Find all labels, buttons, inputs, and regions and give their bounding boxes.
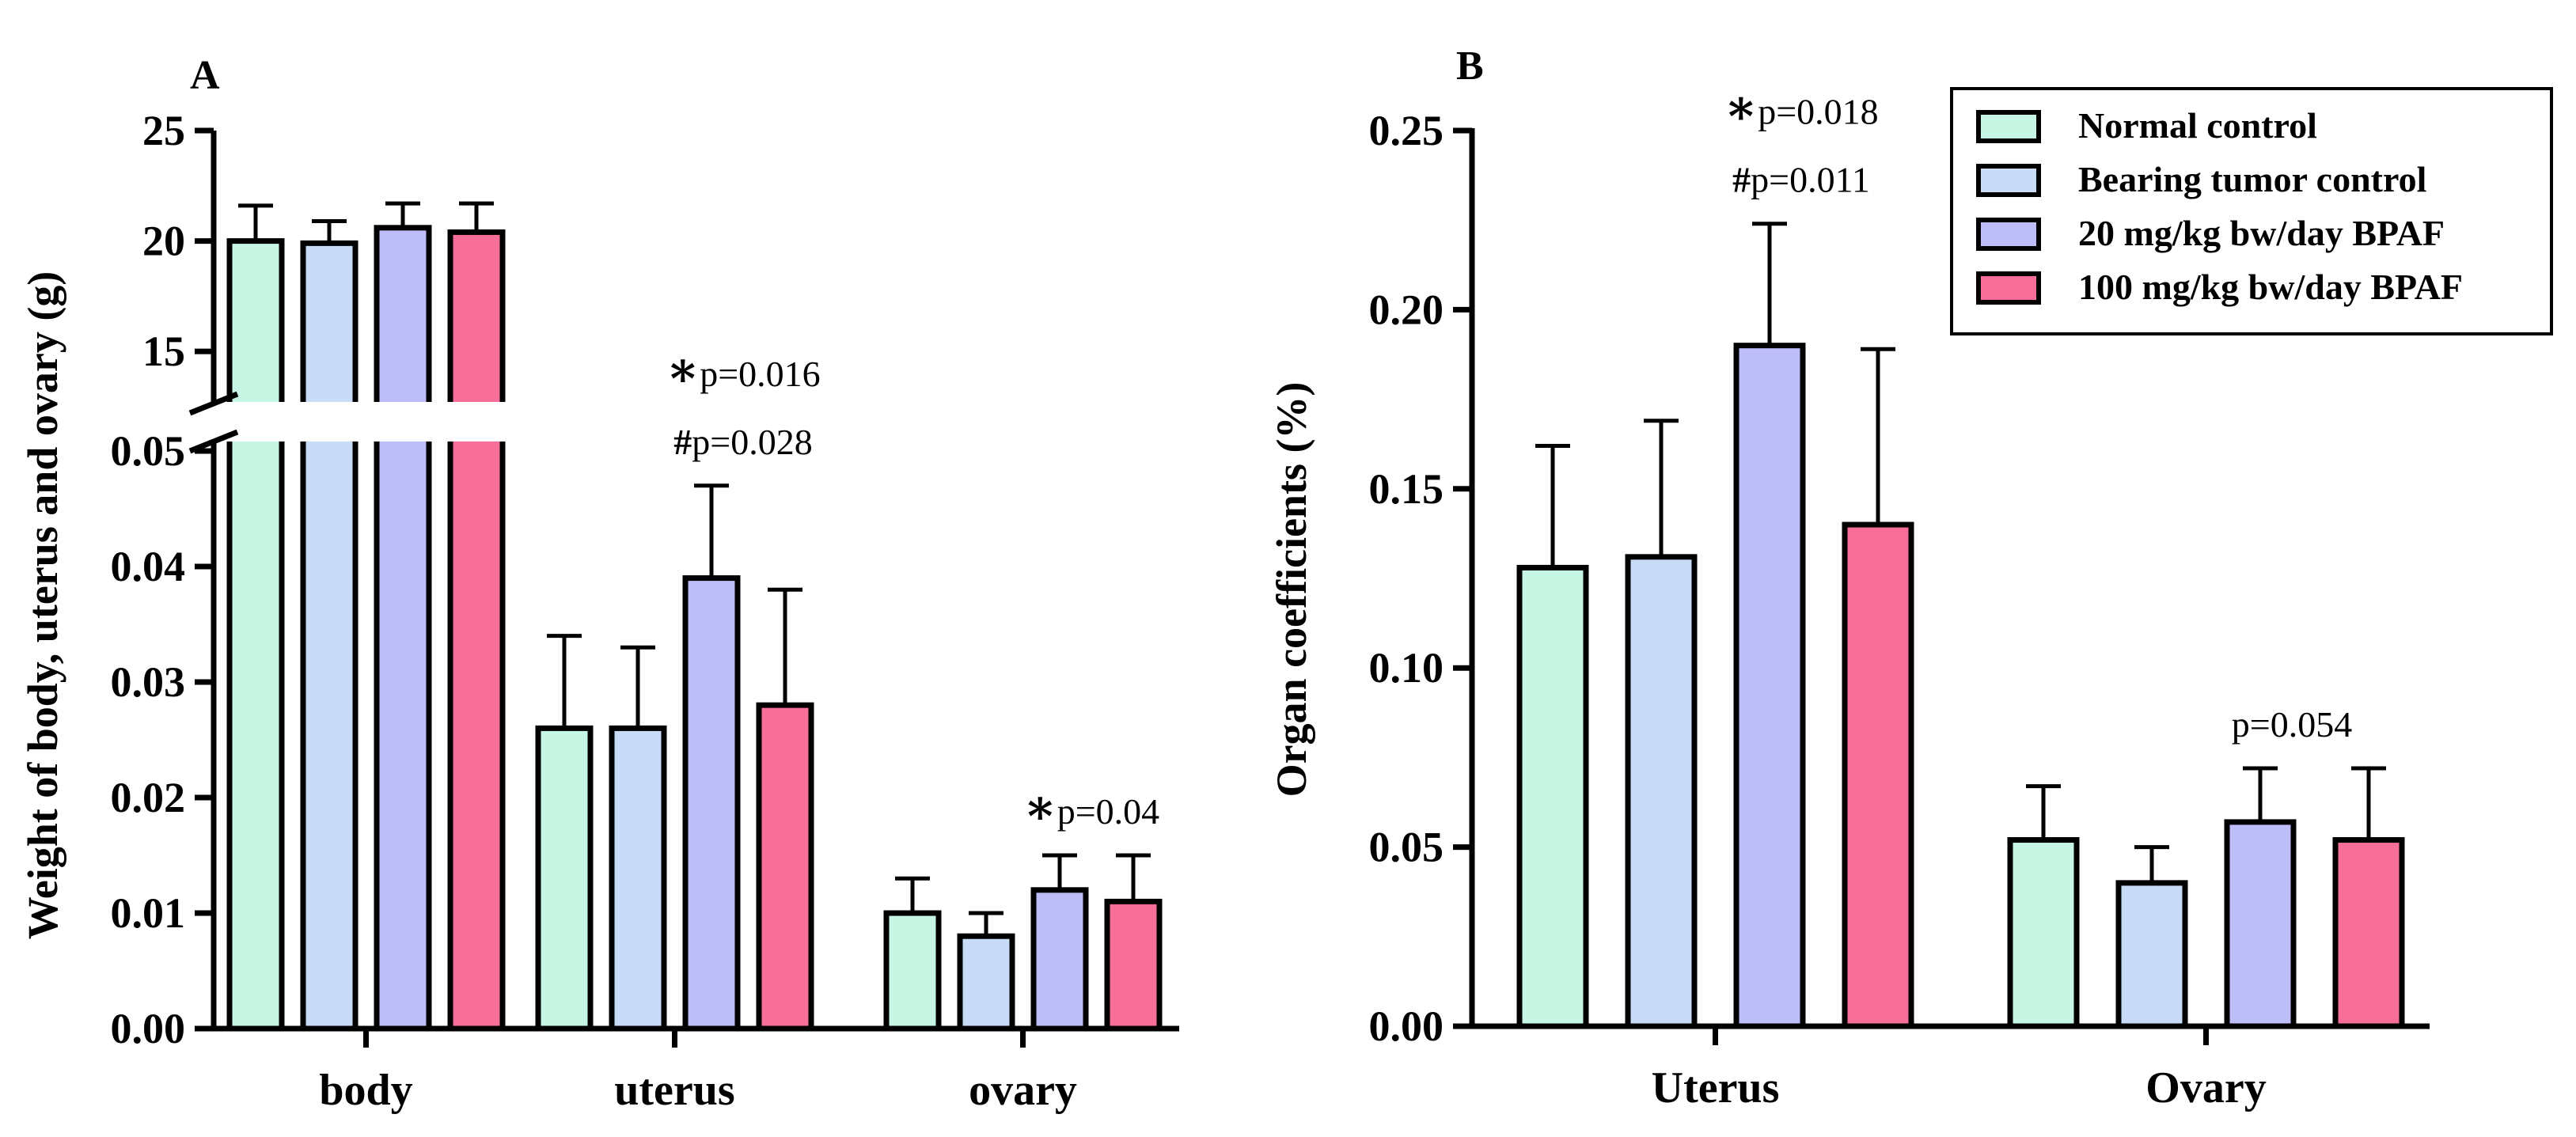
panel-b-ytick-label: 0.15 — [1369, 465, 1444, 513]
panel-a-uterus-annotation-mark: # — [673, 422, 692, 462]
panel-a-bar-body-20-mg-kg-bw-day-bpaf — [374, 225, 432, 1032]
panel-a-uterus-annotation-0: ∗p=0.016 — [666, 343, 820, 397]
panel-b-ovary-annotation-text: p=0.054 — [2232, 704, 2352, 745]
panel-b-bar-ovary-bearing-tumor-control — [2115, 880, 2188, 1029]
panel-b-ytick-label: 0.10 — [1369, 644, 1444, 692]
panel-b-uterus-annotation-1: #p=0.011 — [1732, 160, 1870, 200]
panel-a-uterus-annotation-1: #p=0.028 — [673, 422, 812, 462]
panel-a-ylabel: Weight of body, uterus and ovary (g) — [19, 271, 66, 940]
panel-a-bar-ovary-100-mg-kg-bw-day-bpaf — [1104, 898, 1163, 1032]
panel-b-bar-ovary-100-mg-kg-bw-day-bpaf — [2332, 837, 2405, 1029]
panel-b-ytick-label: 0.00 — [1369, 1002, 1444, 1050]
panel-a-ytick-label: 0.00 — [111, 1005, 186, 1052]
panel-b-uterus-annotation-text: p=0.011 — [1751, 160, 1870, 200]
panel-b-ylabel: Organ coefficients (%) — [1268, 382, 1315, 798]
panel-a-ytick-label: 0.05 — [111, 427, 186, 475]
panel-b-ytick-label: 0.20 — [1369, 286, 1444, 333]
panel-a-ytick-label: 20 — [142, 218, 185, 265]
panel-a-bar-uterus-20-mg-kg-bw-day-bpaf — [682, 575, 741, 1032]
panel-a-xtick-label-body: body — [319, 1066, 412, 1115]
panel-a-ovary-annotation-mark: ∗ — [1023, 781, 1057, 835]
panel-a-bar-body-100-mg-kg-bw-day-bpaf — [447, 229, 506, 1032]
panel-b-label: B — [1456, 44, 1484, 89]
panel-a-ytick-label: 0.01 — [111, 889, 186, 937]
panel-b-bar-ovary-normal-control — [2007, 837, 2080, 1029]
panel-a-axis-break-mark-upper — [188, 391, 239, 416]
legend-label-normal-control: Normal control — [2078, 105, 2317, 146]
panel-a-ytick-label: 0.03 — [111, 658, 186, 706]
panel-b-ytick-label: 0.25 — [1369, 107, 1444, 154]
legend-swatch-bearing-tumor-control — [1976, 164, 2041, 197]
panel-b-bar-ovary-20-mg-kg-bw-day-bpaf — [2224, 819, 2297, 1029]
panel-a: A Weight of body, uterus and ovary (g) 1… — [19, 53, 1179, 1115]
panel-b: B Organ coefficients (%) 0.00 0.05 0.10 0.1… — [1268, 44, 2430, 1112]
panel-a-uterus-annotation-mark: ∗ — [666, 343, 700, 397]
panel-b-bar-uterus-normal-control — [1516, 564, 1589, 1029]
panel-b-bar-uterus-20-mg-kg-bw-day-bpaf — [1733, 343, 1806, 1029]
panel-b-uterus-annotation-mark: # — [1732, 160, 1751, 200]
legend: Normal control Bearing tumor control 20 mg… — [1950, 87, 2553, 335]
panel-a-xtick-label-uterus: uterus — [614, 1066, 734, 1115]
panel-a-annotations: ∗p=0.016#p=0.028∗p=0.04 — [666, 343, 1159, 835]
panel-b-axes: 0.00 0.05 0.10 0.15 0.20 0.25 Uterus Ovary — [1369, 107, 2430, 1112]
panel-b-uterus-annotation-0: ∗p=0.018 — [1724, 81, 1878, 135]
panel-b-uterus-annotation-mark: ∗ — [1724, 81, 1758, 135]
panel-a-axes: 15 20 25 0.00 0.01 0.02 0.03 0.04 0.05 body uterus… — [111, 107, 1179, 1115]
panel-a-axis-break-gap — [186, 402, 518, 442]
legend-swatch-normal-control — [1976, 110, 2041, 143]
legend-label-20-mg-kg-bw-day-bpaf: 20 mg/kg bw/day BPAF — [2078, 213, 2445, 253]
panel-b-bars — [1516, 222, 2405, 1029]
panel-b-xtick-label-ovary: Ovary — [2145, 1063, 2266, 1112]
panel-b-bar-uterus-bearing-tumor-control — [1625, 554, 1698, 1029]
panel-a-bar-uterus-normal-control — [535, 725, 594, 1032]
panel-a-bar-ovary-20-mg-kg-bw-day-bpaf — [1030, 887, 1089, 1032]
panel-a-bars — [226, 201, 1163, 1032]
panel-a-bar-uterus-100-mg-kg-bw-day-bpaf — [756, 702, 814, 1032]
legend-label-bearing-tumor-control: Bearing tumor control — [2078, 159, 2426, 199]
panel-a-bar-body-normal-control — [226, 238, 285, 1032]
panel-b-xtick-label-uterus: Uterus — [1652, 1063, 1780, 1112]
panel-a-bar-ovary-bearing-tumor-control — [957, 933, 1015, 1032]
panel-a-xtick-label-ovary: ovary — [969, 1066, 1077, 1115]
panel-a-ytick-label: 0.02 — [111, 774, 186, 821]
panel-a-ytick-label: 25 — [142, 107, 185, 154]
panel-a-bar-body-bearing-tumor-control — [300, 240, 359, 1032]
panel-a-axis-break-mark-lower — [188, 429, 239, 454]
legend-frame — [1950, 87, 2553, 335]
legend-swatch-20-mg-kg-bw-day-bpaf — [1976, 218, 2041, 251]
panel-a-bar-uterus-bearing-tumor-control — [609, 725, 667, 1032]
panel-a-ytick-label: 15 — [142, 328, 185, 375]
panel-a-uterus-annotation-text: p=0.028 — [692, 422, 812, 462]
panel-a-ovary-annotation-0: ∗p=0.04 — [1023, 781, 1159, 835]
panel-b-uterus-annotation-text: p=0.018 — [1758, 92, 1878, 132]
panel-b-bar-uterus-100-mg-kg-bw-day-bpaf — [1842, 521, 1914, 1029]
panel-a-ytick-label: 0.04 — [111, 543, 186, 590]
legend-swatch-100-mg-kg-bw-day-bpaf — [1976, 271, 2041, 305]
panel-a-bar-ovary-normal-control — [883, 910, 942, 1032]
panel-a-label: A — [190, 53, 220, 98]
legend-items: Normal control Bearing tumor control 20 mg… — [1976, 105, 2463, 307]
panel-a-uterus-annotation-text: p=0.016 — [700, 354, 820, 394]
panel-a-ovary-annotation-text: p=0.04 — [1057, 791, 1159, 832]
panel-b-ytick-label: 0.05 — [1369, 824, 1444, 871]
legend-label-100-mg-kg-bw-day-bpaf: 100 mg/kg bw/day BPAF — [2078, 267, 2463, 307]
panel-b-ovary-annotation-0: p=0.054 — [2232, 704, 2352, 745]
